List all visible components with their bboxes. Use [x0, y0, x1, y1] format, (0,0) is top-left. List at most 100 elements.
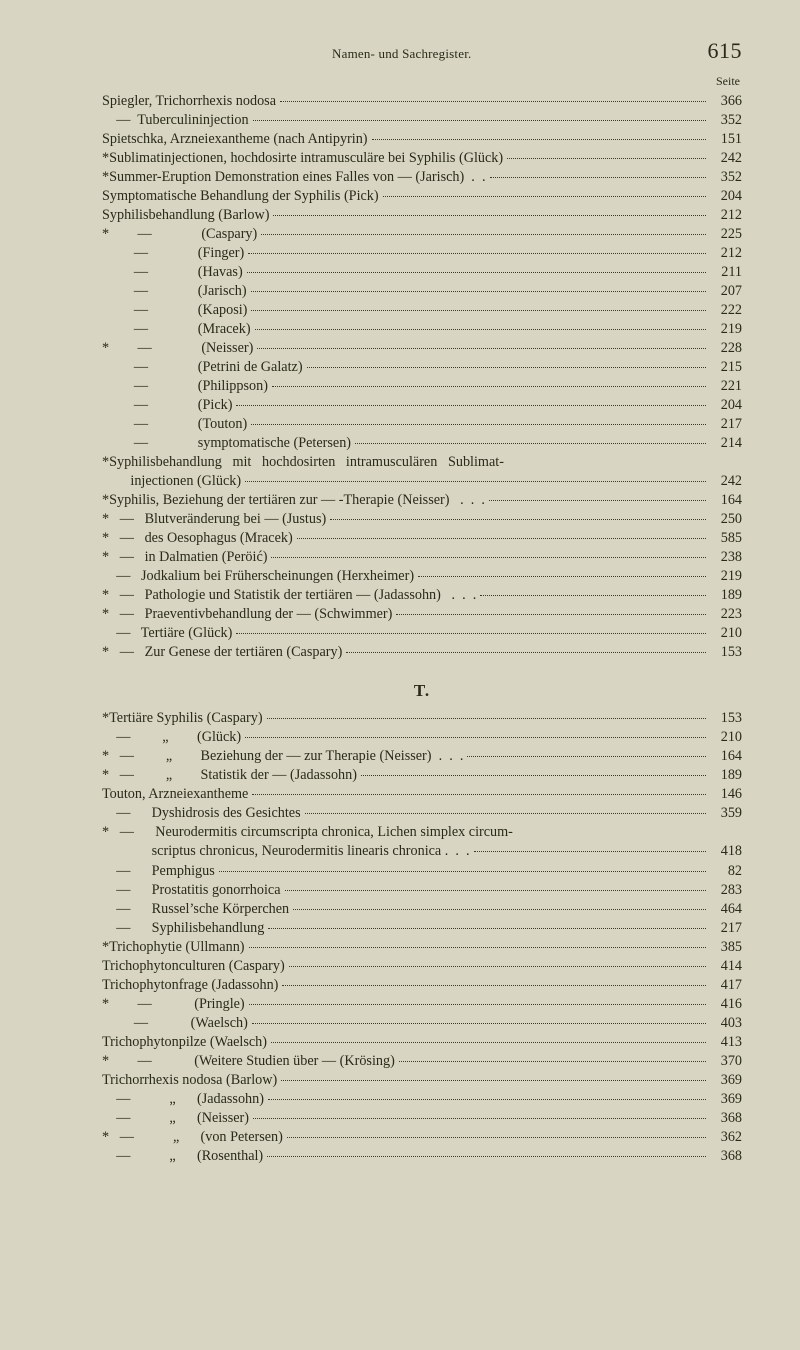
- index-entry: *Syphilisbehandlung mit hochdosirten int…: [102, 453, 742, 472]
- index-entry: — (Kaposi)222: [102, 301, 742, 320]
- leader-dots: [287, 1137, 706, 1138]
- entry-page: 283: [710, 881, 742, 900]
- entry-text: — Tertiäre (Glück): [102, 624, 232, 643]
- index-entry: — (Havas) 211: [102, 263, 742, 282]
- entry-page: 207: [710, 282, 742, 301]
- leader-dots: [267, 718, 706, 719]
- entry-page: 82: [710, 862, 742, 881]
- entry-page: 352: [710, 111, 742, 130]
- leader-dots: [490, 177, 707, 178]
- leader-dots: [346, 652, 706, 653]
- entry-text: — Pemphigus: [102, 862, 215, 881]
- index-entry: — (Petrini de Galatz)215: [102, 358, 742, 377]
- index-entry: * — (Weitere Studien über — (Krösing)370: [102, 1052, 742, 1071]
- entry-text: — „ (Rosenthal): [102, 1147, 263, 1166]
- entry-page: 217: [710, 919, 742, 938]
- entry-page: 242: [710, 149, 742, 168]
- index-entry: *Tertiäre Syphilis (Caspary)153: [102, 709, 742, 728]
- index-entry: — (Pick)204: [102, 396, 742, 415]
- index-entry: Spiegler, Trichorrhexis nodosa366: [102, 92, 742, 111]
- index-entry: Syphilisbehandlung (Barlow) 212: [102, 206, 742, 225]
- entry-page: 210: [710, 728, 742, 747]
- entry-text: — (Havas): [102, 263, 243, 282]
- leader-dots: [467, 756, 706, 757]
- entry-page: 368: [710, 1147, 742, 1166]
- index-entry: — (Finger) 212: [102, 244, 742, 263]
- index-entry: — Tuberculininjection352: [102, 111, 742, 130]
- entry-page: 212: [710, 206, 742, 225]
- entry-page: 146: [710, 785, 742, 804]
- entry-page: 368: [710, 1109, 742, 1128]
- entry-text: Touton, Arzneiexantheme: [102, 785, 248, 804]
- leader-dots: [245, 737, 706, 738]
- leader-dots: [251, 424, 706, 425]
- leader-dots: [236, 405, 706, 406]
- index-entry: * — „ Statistik der — (Jadassohn)189: [102, 766, 742, 785]
- leader-dots: [273, 215, 706, 216]
- entry-page: 225: [710, 225, 742, 244]
- entry-page: 366: [710, 92, 742, 111]
- entry-text: Symptomatische Behandlung der Syphilis (…: [102, 187, 379, 206]
- index-entry: — „ (Jadassohn)369: [102, 1090, 742, 1109]
- index-entry: * — Praeventivbehandlung der — (Schwimme…: [102, 605, 742, 624]
- entry-page: 416: [710, 995, 742, 1014]
- entry-text: — (Finger): [102, 244, 244, 263]
- entry-page: 211: [710, 263, 742, 282]
- page: Namen- und Sachregister. 615 Seite Spieg…: [0, 0, 800, 1350]
- leader-dots: [480, 595, 706, 596]
- entry-text: * — des Oesophagus (Mracek): [102, 529, 293, 548]
- index-entry: — „ (Rosenthal) 368: [102, 1147, 742, 1166]
- index-entry: Trichophytonfrage (Jadassohn)417: [102, 976, 742, 995]
- entry-page: 359: [710, 804, 742, 823]
- leader-dots: [330, 519, 706, 520]
- leader-dots: [361, 775, 706, 776]
- running-head: Namen- und Sachregister. 615: [102, 36, 742, 65]
- index-entry: Touton, Arzneiexantheme 146: [102, 785, 742, 804]
- index-entry: — (Waelsch)403: [102, 1014, 742, 1033]
- index-entry: *Trichophytie (Ullmann)385: [102, 938, 742, 957]
- leader-dots: [247, 272, 706, 273]
- entry-text: Trichorrhexis nodosa (Barlow): [102, 1071, 277, 1090]
- entry-page: 212: [710, 244, 742, 263]
- entry-text: — Prostatitis gonorrhoica: [102, 881, 281, 900]
- entry-text: *Summer-Eruption Demonstration eines Fal…: [102, 168, 486, 187]
- leader-dots: [253, 1118, 706, 1119]
- entry-text: — Syphilisbehandlung: [102, 919, 264, 938]
- entry-text: * — Zur Genese der tertiären (Caspary): [102, 643, 342, 662]
- leader-dots: [280, 101, 706, 102]
- index-entries-top: Spiegler, Trichorrhexis nodosa366 — Tube…: [102, 92, 742, 663]
- leader-dots: [271, 557, 706, 558]
- leader-dots: [396, 614, 706, 615]
- index-entry: *Summer-Eruption Demonstration eines Fal…: [102, 168, 742, 187]
- entry-text: — Jodkalium bei Früherscheinungen (Herxh…: [102, 567, 414, 586]
- entry-text: — (Touton): [102, 415, 247, 434]
- leader-dots: [507, 158, 706, 159]
- entry-text: *Sublimatinjectionen, hochdosirte intram…: [102, 149, 503, 168]
- leader-dots: [399, 1061, 706, 1062]
- entry-page: 215: [710, 358, 742, 377]
- entry-text: — (Pick): [102, 396, 232, 415]
- leader-dots: [268, 1099, 706, 1100]
- index-entry: *Sublimatinjectionen, hochdosirte intram…: [102, 149, 742, 168]
- index-entry: injectionen (Glück)242: [102, 472, 742, 491]
- index-entry: — Prostatitis gonorrhoica 283: [102, 881, 742, 900]
- index-entry: * — (Caspary) 225: [102, 225, 742, 244]
- leader-dots: [245, 481, 706, 482]
- leader-dots: [474, 851, 706, 852]
- entry-text: Syphilisbehandlung (Barlow): [102, 206, 269, 225]
- leader-dots: [251, 310, 706, 311]
- entry-text: * — (Caspary): [102, 225, 257, 244]
- index-entry: — „ (Neisser)368: [102, 1109, 742, 1128]
- leader-dots: [236, 633, 706, 634]
- entry-text: * — (Pringle): [102, 995, 245, 1014]
- entry-text: — symptomatische (Petersen): [102, 434, 351, 453]
- entry-page: 219: [710, 567, 742, 586]
- entry-text: *Tertiäre Syphilis (Caspary): [102, 709, 263, 728]
- entry-text: — Russel’sche Körperchen: [102, 900, 289, 919]
- index-entry: * — Neurodermitis circumscripta chronica…: [102, 823, 742, 842]
- index-entry: * — in Dalmatien (Peröić)238: [102, 548, 742, 567]
- entry-page: 222: [710, 301, 742, 320]
- index-entry: Trichophytonculturen (Caspary)414: [102, 957, 742, 976]
- leader-dots: [267, 1156, 706, 1157]
- index-entries-T: *Tertiäre Syphilis (Caspary)153 — „ (Glü…: [102, 709, 742, 1166]
